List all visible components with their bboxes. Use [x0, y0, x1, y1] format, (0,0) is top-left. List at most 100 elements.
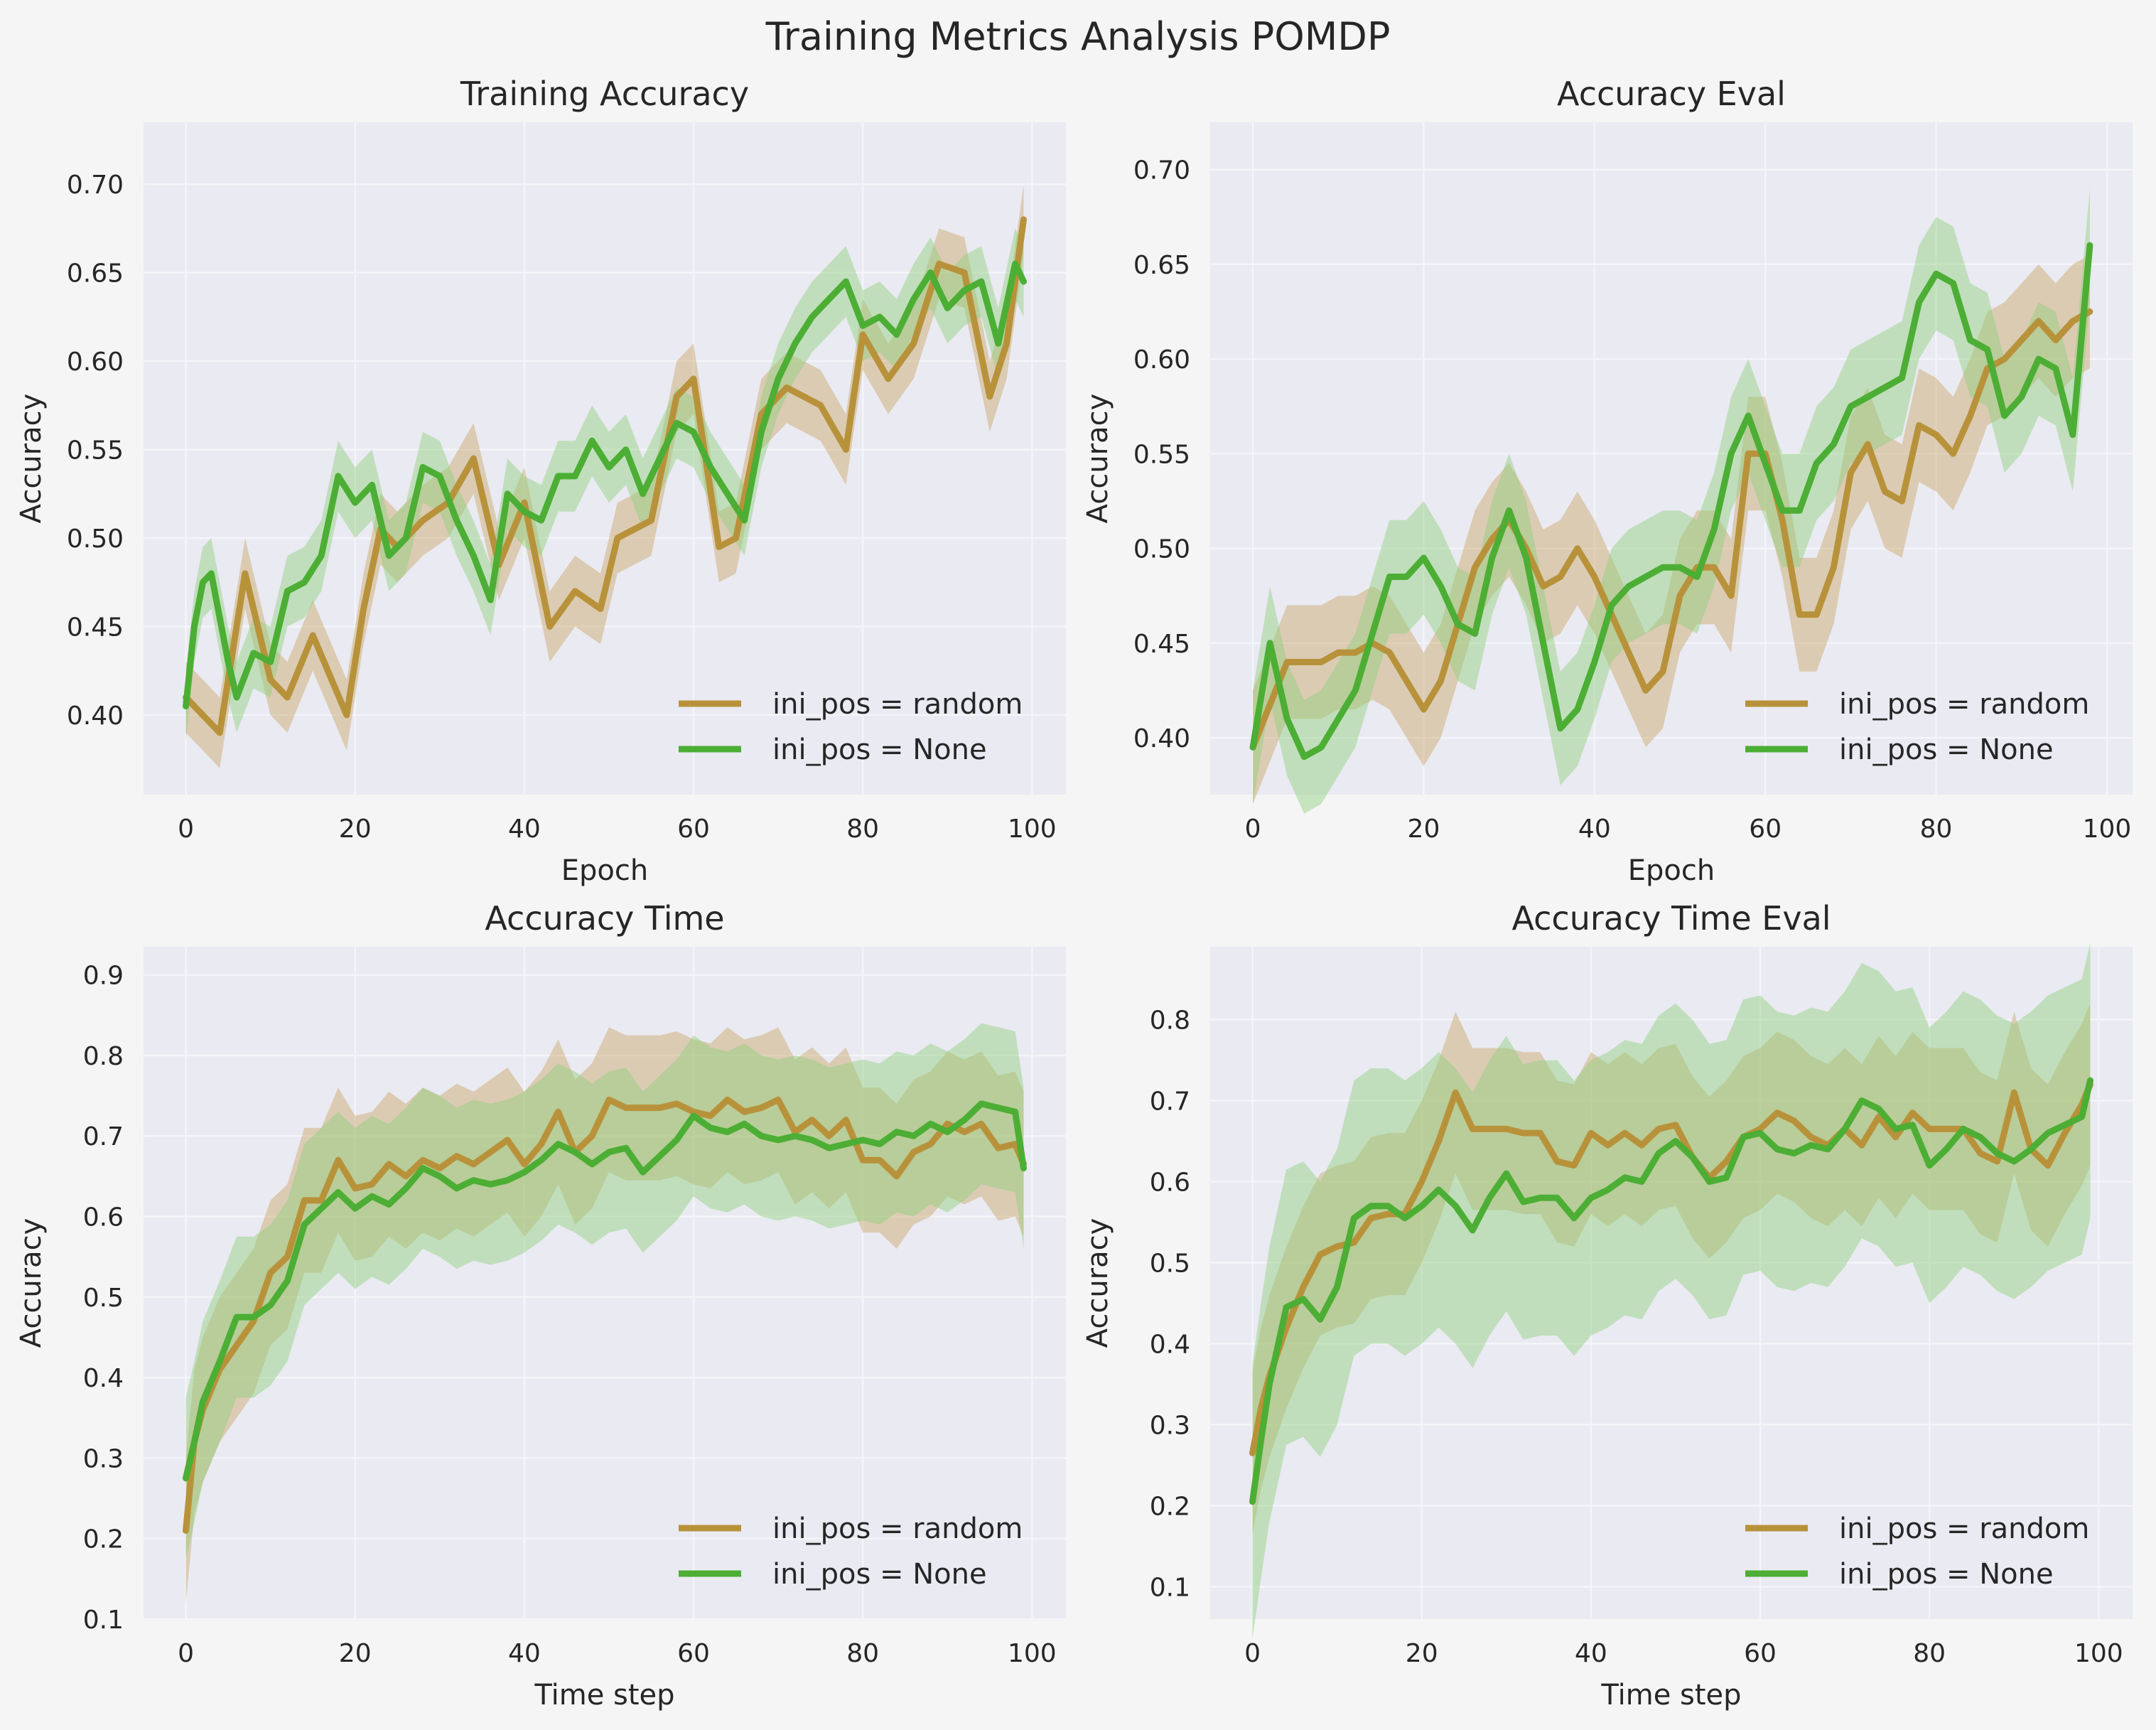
x-tick-label: 40: [508, 1639, 541, 1668]
x-tick-label: 60: [1749, 815, 1782, 844]
y-tick-label: 0.50: [67, 525, 124, 554]
confidence-band: [185, 1023, 1024, 1559]
y-tick-label: 0.60: [1133, 345, 1190, 375]
confidence-band: [1253, 254, 2090, 805]
series-line: [1249, 308, 2093, 751]
y-tick-label: 0.7: [1150, 1087, 1190, 1117]
x-tick-label: 60: [677, 815, 710, 844]
x-tick-label: 0: [178, 815, 194, 844]
y-axis-label: Accuracy: [1082, 1218, 1114, 1348]
x-axis-label: Time step: [1600, 1679, 1741, 1712]
y-tick-label: 0.45: [1133, 630, 1190, 659]
series-line: [183, 216, 1027, 736]
legend-label: ini_pos = None: [772, 1558, 987, 1591]
x-tick-label: 0: [178, 1639, 194, 1668]
plot-area: [144, 947, 1066, 1619]
legend-label: ini_pos = None: [1839, 1558, 2054, 1591]
x-tick-label: 60: [1744, 1639, 1777, 1668]
chart-title: Accuracy Time Eval: [1511, 899, 1831, 937]
confidence-band: [185, 228, 1024, 742]
chart-panel-3: 0 20 40 60 80 100 0.1 0.2 0.3 0.4 0.5 0.6 0.7 0.8 0.9 A…: [15, 899, 1066, 1712]
x-tick-label: 20: [1408, 815, 1440, 844]
x-axis-label: Epoch: [561, 854, 648, 887]
legend-label: ini_pos = random: [772, 1513, 1023, 1545]
series-line: [183, 1100, 1027, 1482]
y-tick-label: 0.70: [67, 171, 124, 200]
y-tick-label: 0.1: [1150, 1573, 1190, 1602]
y-tick-label: 0.65: [1133, 251, 1190, 280]
y-tick-label: 0.3: [1150, 1411, 1190, 1440]
y-tick-label: 0.7: [83, 1122, 124, 1151]
y-tick-label: 0.4: [83, 1364, 124, 1393]
y-tick-label: 0.8: [1150, 1006, 1190, 1036]
y-tick-label: 0.5: [1150, 1250, 1190, 1279]
x-tick-label: 80: [1920, 815, 1953, 844]
chart-panel-4: 0 20 40 60 80 100 0.1 0.2 0.3 0.4 0.5 0.6 0.7 0.8 Accu…: [1082, 899, 2133, 1712]
x-tick-label: 100: [1008, 1639, 1057, 1668]
y-tick-label: 0.9: [83, 962, 124, 991]
x-tick-label: 40: [1578, 815, 1611, 844]
x-tick-label: 20: [339, 1639, 372, 1668]
chart-title: Accuracy Time: [485, 899, 724, 937]
x-axis-label: Epoch: [1628, 854, 1715, 887]
x-tick-label: 80: [1913, 1639, 1946, 1668]
confidence-band: [1253, 188, 2090, 814]
legend-label: ini_pos = random: [772, 688, 1023, 721]
x-tick-label: 40: [508, 815, 541, 844]
y-tick-label: 0.2: [1150, 1492, 1190, 1521]
confidence-band: [1252, 1003, 2091, 1535]
x-axis-label: Time step: [534, 1679, 674, 1712]
y-tick-label: 0.1: [83, 1606, 124, 1635]
plot-area: [1210, 947, 2133, 1619]
y-tick-label: 0.3: [83, 1444, 124, 1473]
plot-area: [1210, 122, 2133, 795]
x-tick-label: 100: [2074, 1639, 2123, 1668]
x-tick-label: 20: [1406, 1639, 1438, 1668]
panels: 0 20 40 60 80 1000.400.450.500.550.600.650.70…: [15, 75, 2133, 1712]
x-tick-label: 20: [339, 815, 372, 844]
legend: ini_pos = random ini_pos = None: [679, 688, 1023, 766]
y-tick-label: 0.40: [67, 702, 124, 731]
x-tick-label: 80: [846, 1639, 879, 1668]
series-line: [183, 1096, 1027, 1534]
legend: ini_pos = random ini_pos = None: [1745, 688, 2089, 766]
y-tick-label: 0.6: [83, 1203, 124, 1232]
x-tick-label: 100: [1008, 815, 1057, 844]
y-tick-label: 0.5: [83, 1284, 124, 1313]
series-line: [1249, 1081, 2093, 1456]
chart-panel-1: 0 20 40 60 80 100 0.40 0.45 0.50 0.55 0.60 0.65 0.70…: [15, 75, 1066, 887]
y-tick-label: 0.55: [67, 436, 124, 466]
y-tick-label: 0.50: [1133, 535, 1190, 564]
legend-label: ini_pos = random: [1839, 1513, 2089, 1545]
series-line: [183, 260, 1027, 709]
y-axis-label: Accuracy: [15, 394, 48, 524]
legend: ini_pos = random ini_pos = None: [679, 1513, 1023, 1591]
legend-label: ini_pos = None: [1839, 734, 2054, 766]
y-tick-label: 0.60: [67, 348, 124, 377]
chart-title: Accuracy Eval: [1557, 75, 1786, 113]
x-tick-label: 0: [1244, 1639, 1261, 1668]
y-axis-label: Accuracy: [1082, 394, 1114, 524]
chart-title: Training Accuracy: [460, 75, 749, 113]
y-tick-label: 0.40: [1133, 724, 1190, 753]
y-axis-label: Accuracy: [15, 1218, 48, 1348]
x-tick-label: 80: [846, 815, 879, 844]
x-tick-label: 40: [1575, 1639, 1607, 1668]
x-tick-label: 100: [2083, 815, 2132, 844]
y-tick-label: 0.4: [1150, 1330, 1190, 1359]
y-tick-label: 0.65: [67, 259, 124, 289]
legend-label: ini_pos = random: [1839, 688, 2089, 721]
series-line: [1249, 1077, 2093, 1505]
figure-title: Training Metrics Analysis POMDP: [765, 14, 1391, 59]
y-tick-label: 0.70: [1133, 156, 1190, 186]
y-tick-label: 0.6: [1150, 1168, 1190, 1198]
y-tick-label: 0.55: [1133, 440, 1190, 469]
y-tick-label: 0.8: [83, 1042, 124, 1071]
y-tick-label: 0.2: [83, 1525, 124, 1554]
confidence-band: [185, 184, 1024, 768]
x-tick-label: 0: [1245, 815, 1261, 844]
series-line: [1249, 242, 2093, 761]
legend: ini_pos = random ini_pos = None: [1745, 1513, 2089, 1591]
x-tick-label: 60: [677, 1639, 710, 1668]
